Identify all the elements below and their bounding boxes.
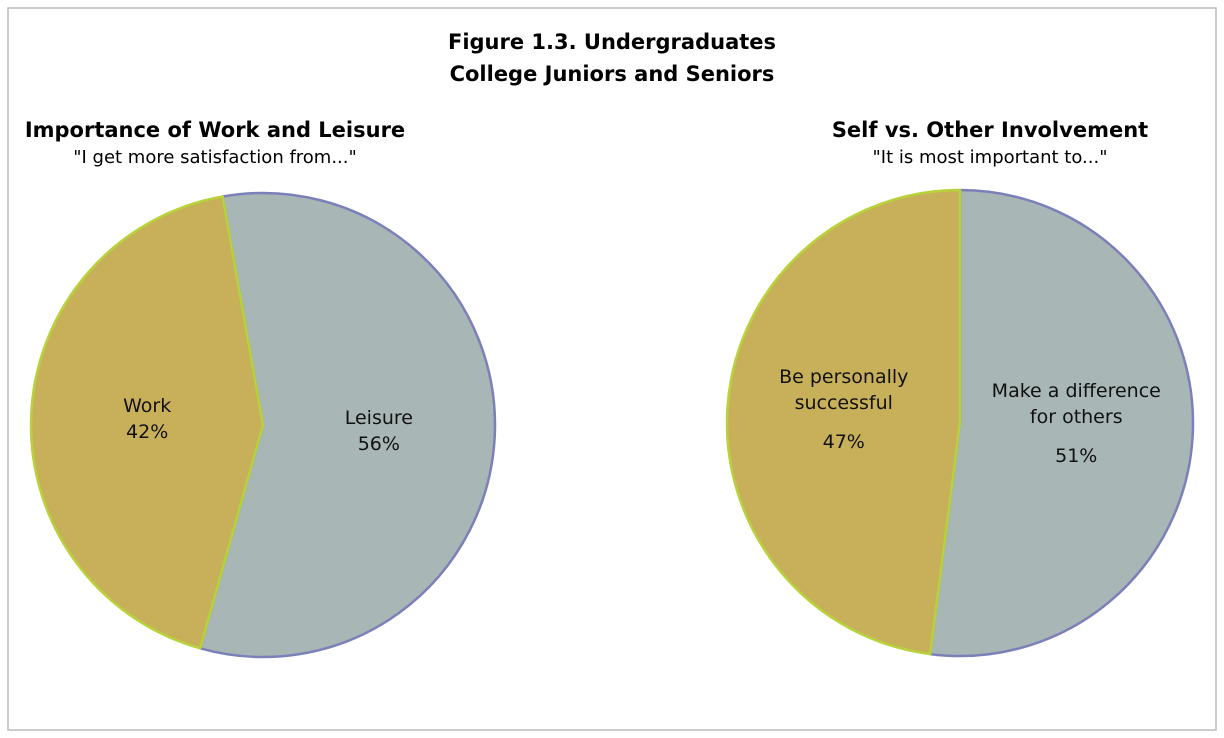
- slice-label: Make a difference for others: [991, 380, 1161, 429]
- pie-slice: [928, 188, 1195, 658]
- slice-value-label: 56%: [357, 432, 400, 455]
- chart-title: Self vs. Other Involvement: [831, 118, 1149, 142]
- pie-slice: [198, 191, 497, 659]
- chart-subtitle: "It is most important to...": [872, 147, 1108, 168]
- pie-slice: [725, 188, 962, 656]
- frame: [7, 7, 1217, 731]
- chart-subtitle: "I get more satisfaction from...": [73, 147, 357, 168]
- figure-subtitle: College Juniors and Seniors: [449, 62, 775, 86]
- pie-slice: [29, 195, 265, 650]
- chart-title: Importance of Work and Leisure: [24, 118, 406, 142]
- slice-value-label: 51%: [1055, 445, 1098, 468]
- slice-label: Leisure: [344, 406, 413, 429]
- slice-label: Be personally successful: [779, 365, 909, 414]
- slice-label: Work: [123, 395, 172, 418]
- slice-value-label: 47%: [822, 430, 865, 453]
- figure-title: Figure 1.3. Undergraduates: [447, 30, 777, 54]
- slice-value-label: 42%: [126, 421, 169, 444]
